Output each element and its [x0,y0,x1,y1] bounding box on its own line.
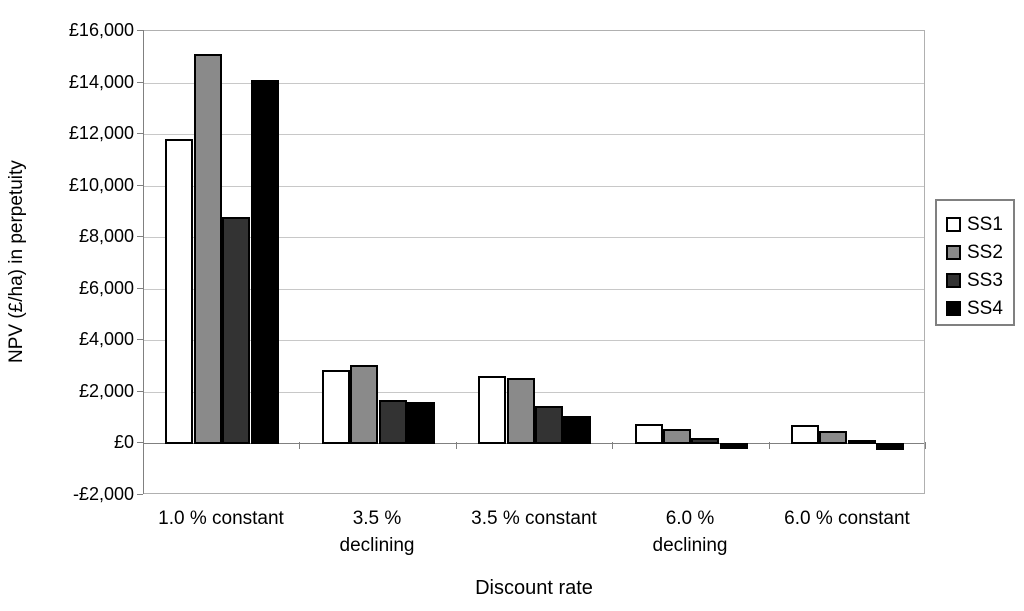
bar-ss4-group1 [251,80,279,444]
y-axis-tick [137,185,143,186]
legend-swatch-ss3 [946,272,961,288]
y-tick-label: £6,000 [78,278,134,298]
legend-item-ss2: SS2 [946,238,1007,266]
y-tick-label: £14,000 [68,72,134,92]
y-axis-tick [137,391,143,392]
bar-ss2-group4 [663,429,691,444]
legend-item-ss1: SS1 [946,210,1007,238]
gridline [144,237,924,238]
x-axis-title: Discount rate [475,577,593,599]
bar-ss4-group4 [720,443,748,449]
bar-ss3-group3 [535,406,563,444]
legend-swatch-ss4 [946,300,961,316]
bar-ss3-group5 [848,440,876,444]
y-axis-tick [137,236,143,237]
gridline [144,186,924,187]
x-axis-tick [456,442,457,449]
bar-ss2-group2 [350,365,378,444]
y-axis-tick [137,494,143,495]
bar-ss4-group5 [876,443,904,450]
x-tick-label: 6.0 % declining [652,508,728,556]
legend-item-ss3: SS3 [946,266,1007,294]
plot-area [143,30,925,494]
x-tick-label: 3.5 % constant [471,508,597,529]
x-tick-label: 3.5 % declining [339,508,415,556]
x-axis-tick [769,442,770,449]
gridline [144,134,924,135]
bar-ss4-group2 [407,402,435,444]
x-axis-tick [925,442,926,449]
y-axis-title: NPV (£/ha) in perpetuity [6,160,27,364]
y-tick-label: £12,000 [68,123,134,143]
x-axis-tick [612,442,613,449]
x-tick-label: 6.0 % constant [784,508,910,529]
legend-label: SS2 [967,241,1003,263]
legend-label: SS1 [967,213,1003,235]
y-tick-label: £4,000 [78,329,134,349]
y-tick-label: £8,000 [78,226,134,246]
legend-swatch-ss2 [946,244,961,260]
y-axis-tick [137,133,143,134]
y-axis-line [143,30,144,494]
bar-ss2-group1 [194,54,222,444]
legend-swatch-ss1 [946,216,961,232]
bar-ss2-group5 [819,431,847,444]
bar-ss1-group5 [791,425,819,444]
legend-label: SS4 [967,297,1003,319]
x-axis-tick [299,442,300,449]
bar-ss1-group2 [322,370,350,444]
y-tick-label: £2,000 [78,381,134,401]
bar-ss3-group2 [379,400,407,444]
legend-label: SS3 [967,269,1003,291]
y-axis-tick [137,339,143,340]
bar-ss1-group3 [478,376,506,444]
gridline [144,289,924,290]
x-axis-tick [143,442,144,449]
y-axis-tick [137,288,143,289]
y-tick-label: £10,000 [68,175,134,195]
gridline [144,340,924,341]
y-axis-tick [137,442,143,443]
y-tick-label: £16,000 [68,20,134,40]
legend: SS1 SS2 SS3 SS4 [935,199,1015,326]
gridline [144,83,924,84]
y-tick-label: -£2,000 [72,484,134,504]
y-axis-tick [137,30,143,31]
y-tick-label: £0 [113,432,134,452]
bar-ss1-group1 [165,139,193,444]
x-tick-label: 1.0 % constant [158,508,284,529]
legend-item-ss4: SS4 [946,294,1007,322]
bar-ss4-group3 [563,416,591,444]
bar-ss1-group4 [635,424,663,444]
bar-ss3-group1 [222,217,250,444]
bar-ss3-group4 [691,438,719,444]
y-axis-tick [137,82,143,83]
bar-ss2-group3 [507,378,535,444]
